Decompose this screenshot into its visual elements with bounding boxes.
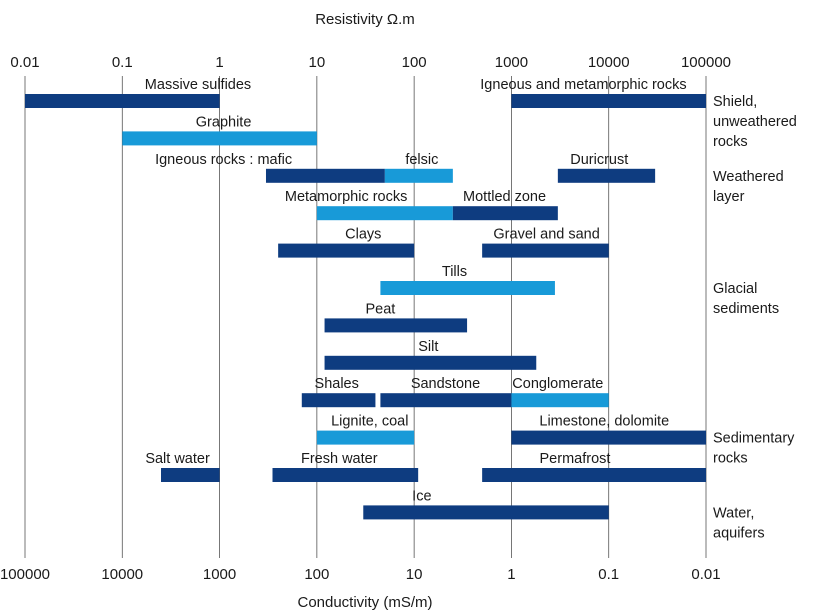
range-bar [511, 94, 706, 108]
bottom-tick-label: 0.01 [691, 566, 720, 583]
bar-label: Massive sulfides [145, 77, 251, 93]
group-label: Water, [713, 505, 754, 521]
range-bar [380, 393, 512, 408]
top-axis-title: Resistivity Ω.m [315, 11, 415, 28]
group-label: layer [713, 189, 745, 205]
bar-label: Igneous rocks : mafic [155, 152, 292, 168]
top-tick-label: 1 [215, 54, 223, 71]
bar-label: Graphite [196, 114, 252, 130]
top-tick-label: 100 [402, 54, 427, 71]
range-bar [324, 355, 537, 370]
top-tick-label: 10000 [588, 54, 630, 71]
range-bar [278, 243, 415, 258]
group-label: Glacial [713, 281, 757, 297]
group-label: unweathered [713, 114, 797, 130]
gridlines [24, 76, 707, 558]
range-bar [482, 243, 609, 258]
range-bar [265, 168, 385, 183]
range-bar [301, 393, 376, 408]
group-label: Sedimentary [713, 431, 795, 447]
bottom-tick-label: 10000 [101, 566, 143, 583]
bar-labels: Massive sulfides Igneous and metamorphic … [145, 77, 687, 504]
range-bar [316, 430, 415, 445]
bar-label: Lignite, coal [331, 414, 408, 430]
group-labels: Shield, unweathered rocks Weathered layer Gla… [713, 94, 797, 541]
top-tick-label: 1000 [495, 54, 528, 71]
group-label: Shield, [713, 94, 757, 110]
range-bar [380, 281, 555, 295]
range-bar [25, 94, 220, 108]
group-label: aquifers [713, 525, 765, 541]
top-tick-label: 10 [309, 54, 326, 71]
range-bar [482, 468, 706, 482]
range-bar [452, 206, 558, 221]
group-label: Weathered [713, 169, 784, 185]
bar-label: Permafrost [540, 451, 611, 467]
bar-label: Clays [345, 227, 381, 243]
bottom-axis-title: Conductivity (mS/m) [297, 594, 432, 611]
range-bar [272, 468, 419, 482]
bar-label: Fresh water [301, 451, 378, 467]
group-label: rocks [713, 451, 748, 467]
bar-label: Igneous and metamorphic rocks [480, 77, 686, 93]
bar-label: Tills [442, 264, 467, 280]
range-bar [316, 206, 453, 221]
bar-label: Salt water [145, 451, 210, 467]
group-label: rocks [713, 134, 748, 150]
range-bar [363, 505, 609, 520]
range-bar [557, 168, 656, 183]
bar-label: Peat [365, 301, 395, 317]
range-bar [160, 468, 220, 482]
bar-label: Conglomerate [512, 376, 603, 392]
bottom-tick-label: 10 [406, 566, 423, 583]
range-bar [511, 393, 609, 408]
bar-label: Silt [418, 339, 438, 355]
bar-label: Shales [315, 376, 359, 392]
range-bar [384, 168, 453, 183]
range-bar [324, 318, 468, 333]
top-tick-label: 100000 [681, 54, 731, 71]
bottom-tick-label: 1000 [203, 566, 236, 583]
bottom-tick-label: 100 [304, 566, 329, 583]
bottom-tick-label: 1 [507, 566, 515, 583]
bottom-tick-label: 100000 [0, 566, 50, 583]
bar-label: Gravel and sand [493, 227, 599, 243]
bar-label: Duricrust [570, 152, 628, 168]
bar-label: Limestone, dolomite [539, 414, 669, 430]
bar-label: Ice [412, 488, 431, 504]
bottom-tick-labels: 100000 10000 1000 100 10 1 0.1 0.01 [0, 566, 721, 583]
range-bar [511, 430, 706, 445]
bar-label: felsic [405, 152, 438, 168]
bar-label: Metamorphic rocks [285, 189, 407, 205]
top-tick-label: 0.01 [10, 54, 39, 71]
top-tick-labels: 0.01 0.1 1 10 100 1000 10000 100000 [10, 54, 731, 71]
top-tick-label: 0.1 [112, 54, 133, 71]
bottom-tick-label: 0.1 [598, 566, 619, 583]
range-bars [25, 94, 706, 520]
range-bar [122, 131, 317, 146]
bar-label: Mottled zone [463, 189, 546, 205]
bar-label: Sandstone [411, 376, 480, 392]
group-label: sediments [713, 301, 779, 317]
